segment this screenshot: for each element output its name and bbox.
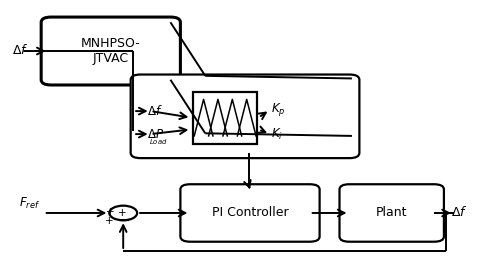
Text: Plant: Plant: [376, 206, 408, 219]
Text: $\Delta f$: $\Delta f$: [452, 205, 468, 219]
Text: +: +: [106, 207, 114, 217]
FancyBboxPatch shape: [130, 74, 360, 158]
Text: $K_p$: $K_p$: [271, 101, 285, 118]
Text: $\Delta P$: $\Delta P$: [146, 128, 164, 141]
Text: $_{Load}$: $_{Load}$: [148, 137, 167, 147]
Text: −: −: [120, 215, 130, 228]
Text: +: +: [118, 208, 127, 218]
FancyBboxPatch shape: [180, 184, 320, 242]
Text: PI Controller: PI Controller: [212, 206, 288, 219]
Text: $\Delta f$: $\Delta f$: [12, 43, 29, 57]
Text: $K_i$: $K_i$: [271, 127, 283, 142]
Text: $\Delta f$: $\Delta f$: [146, 104, 162, 118]
Text: $F_{ref}$: $F_{ref}$: [19, 196, 40, 211]
FancyBboxPatch shape: [193, 92, 258, 144]
FancyBboxPatch shape: [340, 184, 444, 242]
Text: −: −: [116, 213, 127, 227]
FancyBboxPatch shape: [41, 17, 180, 85]
Text: +: +: [105, 216, 114, 226]
Text: MNHPSO-
JTVAC: MNHPSO- JTVAC: [81, 37, 140, 65]
